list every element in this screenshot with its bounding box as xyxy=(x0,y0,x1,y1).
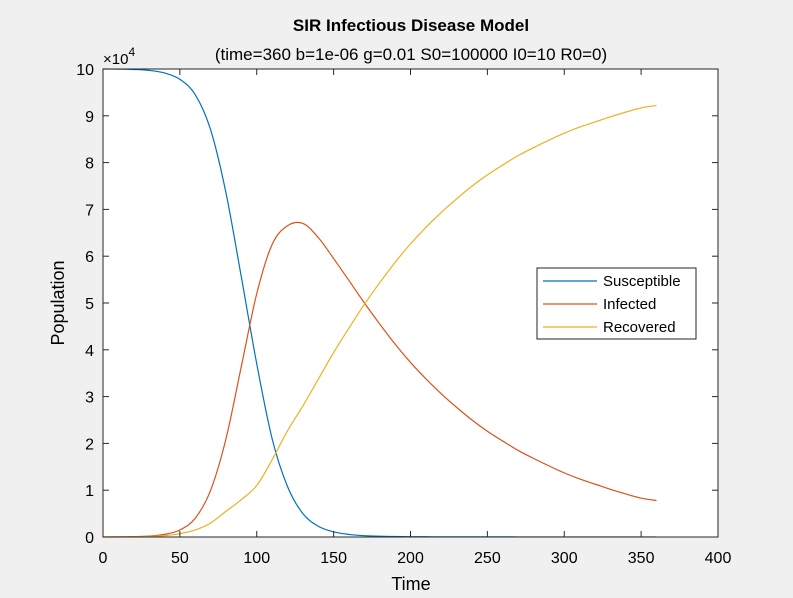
x-tick-label: 100 xyxy=(243,550,270,567)
y-axis-label: Population xyxy=(48,260,68,345)
legend-label-recovered: Recovered xyxy=(603,319,676,336)
y-tick-label: 4 xyxy=(85,343,94,360)
y-tick-label: 1 xyxy=(85,483,94,500)
y-exponent-base: ×10 xyxy=(103,51,128,68)
x-tick-label: 150 xyxy=(320,550,347,567)
chart-title: SIR Infectious Disease Model xyxy=(293,16,529,35)
legend-label-susceptible: Susceptible xyxy=(603,273,681,290)
y-tick-label: 5 xyxy=(85,296,94,313)
y-tick-label: 10 xyxy=(76,62,94,79)
x-tick-label: 250 xyxy=(474,550,501,567)
y-exponent-label: ×104 xyxy=(103,45,135,68)
chart-subtitle: (time=360 b=1e-06 g=0.01 S0=100000 I0=10… xyxy=(215,45,607,64)
y-tick-label: 6 xyxy=(85,249,94,266)
y-tick-label: 7 xyxy=(85,202,94,219)
y-tick-label: 2 xyxy=(85,436,94,453)
y-exponent-power: 4 xyxy=(128,45,135,59)
y-tick-label: 9 xyxy=(85,109,94,126)
y-tick-label: 3 xyxy=(85,390,94,407)
x-tick-label: 350 xyxy=(628,550,655,567)
axes: 0 50 100 150 200 250 300 350 400 0 1 2 3 4 5 6 7 8 9 10 xyxy=(76,62,731,567)
y-tick-label: 8 xyxy=(85,156,94,173)
x-tick-label: 300 xyxy=(551,550,578,567)
x-tick-label: 200 xyxy=(397,550,424,567)
y-tick-label: 0 xyxy=(85,530,94,547)
legend-label-infected: Infected xyxy=(603,296,656,313)
series-line-recovered xyxy=(102,104,657,538)
x-axis-label: Time xyxy=(391,574,430,594)
legend: Susceptible Infected Recovered xyxy=(536,267,697,340)
x-tick-label: 50 xyxy=(171,550,189,567)
x-tick-label: 400 xyxy=(705,550,732,567)
x-tick-label: 0 xyxy=(99,550,108,567)
series-line-infected xyxy=(102,221,657,538)
